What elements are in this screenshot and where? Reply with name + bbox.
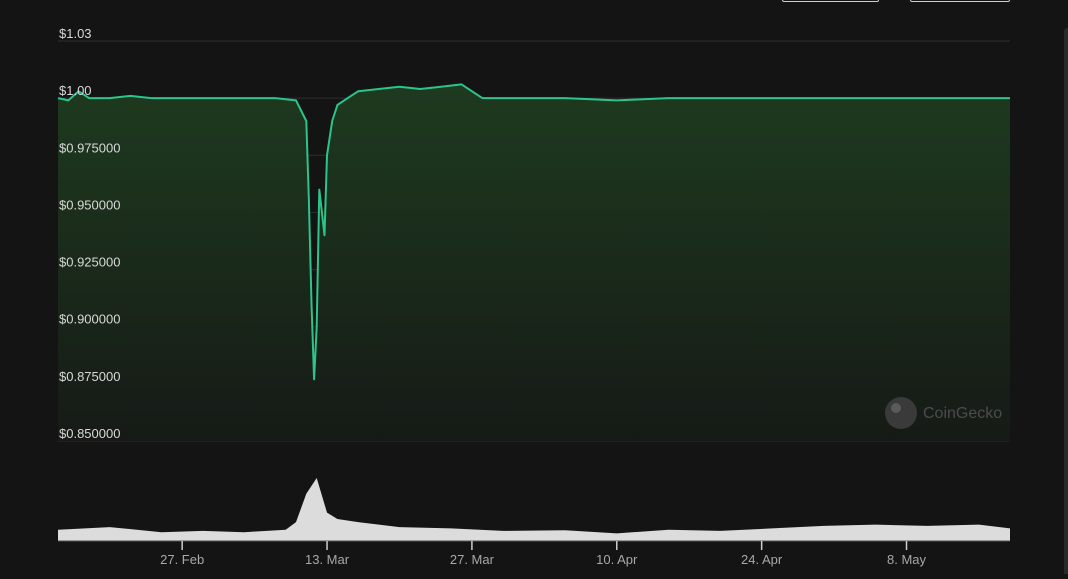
y-tick-label: $0.950000 xyxy=(59,197,120,212)
y-tick-label: $0.850000 xyxy=(59,426,120,441)
gecko-logo-icon xyxy=(885,397,917,429)
watermark-text: CoinGecko xyxy=(923,405,1002,422)
time-range-button[interactable] xyxy=(782,0,879,2)
y-axis: $1.03 $1.00 $0.975000 $0.950000 $0.925000 $0.… xyxy=(59,26,120,441)
x-tick-label: 27. Mar xyxy=(450,552,495,567)
scrollbar[interactable] xyxy=(1064,28,1068,574)
y-tick-label: $0.900000 xyxy=(59,312,120,327)
x-tick-label: 24. Apr xyxy=(741,552,783,567)
y-tick-label: $1.03 xyxy=(59,26,92,41)
watermark: CoinGecko xyxy=(885,397,1002,429)
gecko-eye xyxy=(891,403,901,413)
y-tick-label: $0.975000 xyxy=(59,140,120,155)
x-tick-label: 27. Feb xyxy=(160,552,204,567)
price-area-fill xyxy=(58,84,1010,442)
y-tick-label: $0.925000 xyxy=(59,255,120,270)
y-tick-label: $1.00 xyxy=(59,83,92,98)
x-axis: 27. Feb 13. Mar 27. Mar 10. Apr 24. Apr 8. Ma… xyxy=(58,540,1010,567)
volume-area xyxy=(58,478,1010,541)
x-tick-label: 8. May xyxy=(887,552,927,567)
price-series-line xyxy=(57,83,1010,381)
y-tick-label: $0.875000 xyxy=(59,369,120,384)
chart-type-button[interactable] xyxy=(910,0,1010,2)
x-tick-label: 10. Apr xyxy=(596,552,638,567)
price-line xyxy=(57,83,1010,381)
volume-bars xyxy=(58,478,1010,541)
x-tick-label: 13. Mar xyxy=(305,552,350,567)
price-area xyxy=(58,84,1010,442)
